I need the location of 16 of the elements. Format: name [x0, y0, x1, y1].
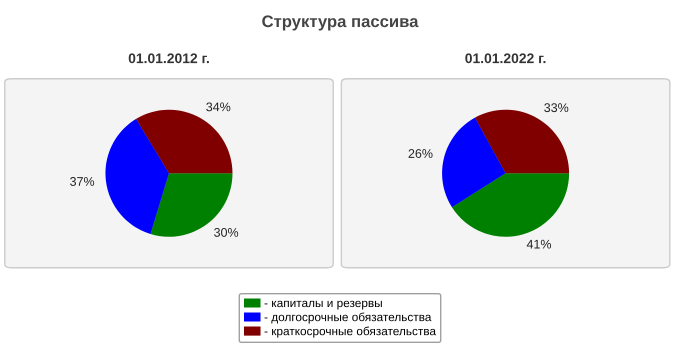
data-label: 41% [526, 240, 552, 249]
chart-title: Структура пассива [262, 15, 419, 31]
pie-slice [136, 110, 232, 174]
data-label: 30% [214, 228, 238, 237]
data-label: 33% [544, 103, 568, 112]
legend-label: - долгосрочные обязательства [264, 312, 432, 324]
data-label: 26% [408, 149, 433, 158]
pie-slice [452, 173, 570, 237]
pie-slice [442, 118, 506, 208]
pie-slice [105, 118, 169, 234]
chart-subtitle: 01.01.2022 г. [465, 53, 546, 64]
data-label: 34% [206, 102, 230, 112]
legend-label: - краткосрочные обязательства [264, 326, 436, 338]
data-label: 37% [70, 177, 94, 186]
chart-subtitle: 01.01.2012 г. [128, 53, 209, 64]
legend-label: - капиталы и резервы [264, 300, 382, 310]
